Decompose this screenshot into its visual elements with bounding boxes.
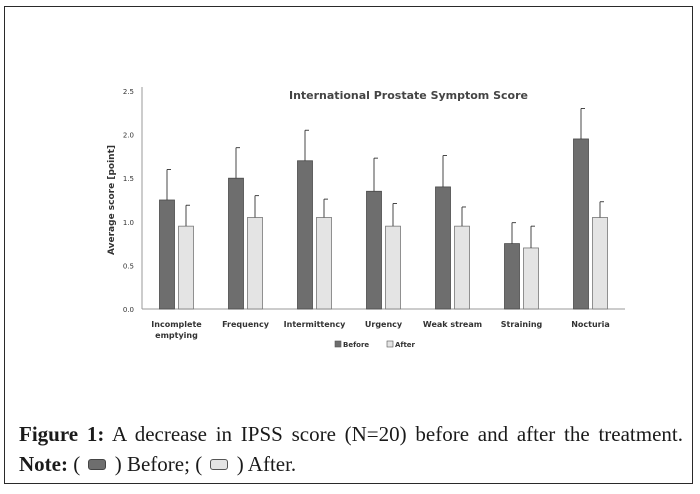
caption-after-text: ) After. [231, 452, 297, 476]
ipss-bar-chart: International Prostate Symptom Score 0.0 0… [107, 87, 625, 349]
y-tick-label: 1.0 [123, 219, 134, 227]
caption-note-label: Note: [19, 452, 68, 476]
y-tick-label: 2.5 [123, 88, 134, 96]
after-swatch-icon [210, 459, 229, 470]
figure-caption: Figure 1: A decrease in IPSS score (N=20… [19, 419, 683, 479]
x-tick-label: Frequency [222, 320, 270, 329]
legend-swatch-after [386, 340, 394, 348]
chart-area: International Prostate Symptom Score 0.0 0… [5, 7, 694, 372]
caption-text: A decrease in IPSS score (N=20) before a… [104, 422, 683, 446]
x-tick-label: Urgency [365, 320, 403, 329]
figure-frame: International Prostate Symptom Score 0.0 0… [4, 6, 693, 484]
x-tick-label: Incomplete [151, 320, 202, 329]
bar-before [228, 177, 244, 310]
y-tick-label: 0.5 [123, 262, 134, 270]
y-axis-label: Average score [point] [107, 145, 117, 255]
x-tick-label: emptying [155, 331, 198, 340]
caption-label: Figure 1: [19, 422, 105, 446]
legend-label-before: Before [343, 341, 369, 349]
y-tick-label: 1.5 [123, 175, 134, 183]
legend-swatch-before [334, 340, 342, 348]
chart-title: International Prostate Symptom Score [289, 89, 528, 102]
before-swatch-icon [88, 459, 107, 470]
bar-after [592, 217, 608, 310]
y-tick-label: 0.0 [123, 306, 134, 314]
bar-before [366, 190, 382, 310]
x-tick-label: Straining [501, 320, 543, 329]
bar-before [504, 243, 520, 310]
bar-before [573, 138, 589, 310]
legend-label-after: After [395, 341, 416, 349]
y-tick-label: 2.0 [123, 132, 134, 140]
x-tick-label: Nocturia [571, 320, 610, 329]
bar-before [435, 186, 451, 310]
bar-after [523, 247, 539, 310]
bar-before [297, 160, 313, 310]
bar-after [316, 217, 332, 310]
bar-after [454, 225, 470, 310]
caption-open: ( [67, 452, 86, 476]
caption-before-text: ) Before; ( [109, 452, 208, 476]
bar-after [385, 225, 401, 310]
bar-after [178, 225, 194, 310]
x-tick-label: Weak stream [423, 320, 482, 329]
x-tick-label: Intermittency [284, 320, 346, 329]
bar-before [159, 199, 175, 310]
bar-after [247, 217, 263, 310]
